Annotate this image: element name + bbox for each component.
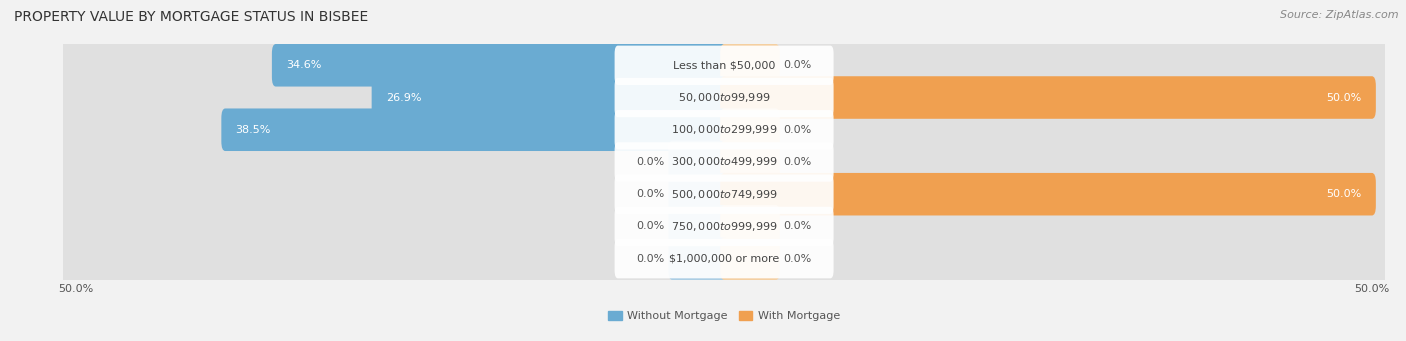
FancyBboxPatch shape — [720, 237, 780, 280]
FancyBboxPatch shape — [720, 173, 1376, 216]
Text: $1,000,000 or more: $1,000,000 or more — [669, 254, 779, 264]
Text: 0.0%: 0.0% — [783, 60, 811, 70]
FancyBboxPatch shape — [59, 139, 1389, 184]
FancyBboxPatch shape — [720, 108, 780, 151]
Text: 0.0%: 0.0% — [637, 254, 665, 264]
FancyBboxPatch shape — [59, 43, 1389, 88]
Text: 38.5%: 38.5% — [236, 125, 271, 135]
FancyBboxPatch shape — [59, 172, 1389, 217]
FancyBboxPatch shape — [614, 78, 834, 117]
FancyBboxPatch shape — [720, 44, 780, 87]
FancyBboxPatch shape — [668, 141, 728, 183]
FancyBboxPatch shape — [59, 107, 1389, 152]
FancyBboxPatch shape — [221, 108, 728, 151]
Text: 0.0%: 0.0% — [783, 125, 811, 135]
FancyBboxPatch shape — [371, 76, 728, 119]
FancyBboxPatch shape — [720, 76, 1376, 119]
Text: $500,000 to $749,999: $500,000 to $749,999 — [671, 188, 778, 201]
Text: Source: ZipAtlas.com: Source: ZipAtlas.com — [1281, 10, 1399, 20]
Text: $750,000 to $999,999: $750,000 to $999,999 — [671, 220, 778, 233]
Text: Less than $50,000: Less than $50,000 — [673, 60, 775, 70]
Text: PROPERTY VALUE BY MORTGAGE STATUS IN BISBEE: PROPERTY VALUE BY MORTGAGE STATUS IN BIS… — [14, 10, 368, 24]
FancyBboxPatch shape — [59, 75, 1389, 120]
Text: 0.0%: 0.0% — [637, 189, 665, 199]
Legend: Without Mortgage, With Mortgage: Without Mortgage, With Mortgage — [603, 307, 845, 326]
FancyBboxPatch shape — [59, 204, 1389, 249]
FancyBboxPatch shape — [614, 110, 834, 149]
Text: 0.0%: 0.0% — [783, 221, 811, 232]
FancyBboxPatch shape — [720, 141, 780, 183]
Text: 0.0%: 0.0% — [637, 157, 665, 167]
Text: 26.9%: 26.9% — [385, 92, 422, 103]
Text: $300,000 to $499,999: $300,000 to $499,999 — [671, 155, 778, 168]
FancyBboxPatch shape — [614, 46, 834, 85]
FancyBboxPatch shape — [614, 175, 834, 214]
Text: 0.0%: 0.0% — [783, 254, 811, 264]
FancyBboxPatch shape — [614, 142, 834, 182]
Text: 0.0%: 0.0% — [783, 157, 811, 167]
FancyBboxPatch shape — [614, 239, 834, 278]
Text: 50.0%: 50.0% — [1326, 189, 1361, 199]
FancyBboxPatch shape — [614, 207, 834, 246]
Text: $50,000 to $99,999: $50,000 to $99,999 — [678, 91, 770, 104]
Text: 34.6%: 34.6% — [287, 60, 322, 70]
FancyBboxPatch shape — [668, 173, 728, 216]
Text: 0.0%: 0.0% — [637, 221, 665, 232]
Text: 50.0%: 50.0% — [1326, 92, 1361, 103]
FancyBboxPatch shape — [668, 237, 728, 280]
FancyBboxPatch shape — [271, 44, 728, 87]
FancyBboxPatch shape — [720, 205, 780, 248]
FancyBboxPatch shape — [668, 205, 728, 248]
Text: $100,000 to $299,999: $100,000 to $299,999 — [671, 123, 778, 136]
FancyBboxPatch shape — [59, 236, 1389, 281]
